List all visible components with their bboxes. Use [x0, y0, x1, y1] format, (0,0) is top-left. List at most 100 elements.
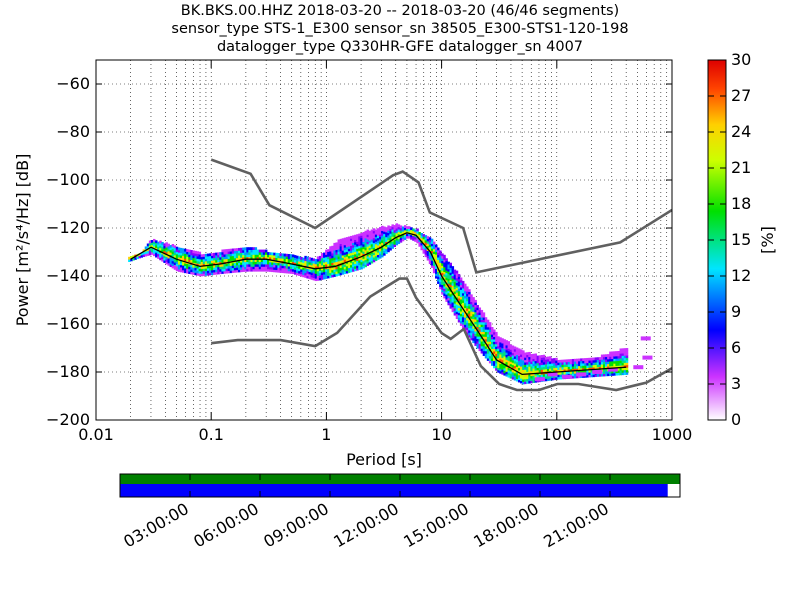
psd-cell — [437, 271, 440, 275]
psd-cell — [464, 290, 467, 294]
psd-cell — [457, 295, 461, 299]
psd-cell — [157, 253, 160, 257]
psd-cell — [155, 254, 158, 258]
psd-cell — [281, 263, 285, 266]
psd-cell — [269, 259, 272, 263]
psd-cell — [499, 344, 502, 348]
psd-cell — [341, 271, 345, 275]
psd-cell — [362, 246, 365, 250]
psd-cell — [615, 355, 618, 359]
psd-cell — [445, 258, 448, 262]
psd-cell — [428, 251, 432, 255]
psd-cell — [461, 309, 465, 313]
psd-cell — [325, 249, 328, 253]
psd-cell — [470, 294, 473, 298]
psd-cell — [233, 257, 237, 261]
psd-cell — [238, 252, 241, 256]
psd-cell — [383, 248, 386, 251]
psd-cell — [184, 251, 187, 254]
psd-cell — [152, 248, 156, 252]
psd-cell — [171, 258, 175, 262]
psd-cell — [600, 364, 604, 367]
psd-cell — [509, 373, 513, 377]
psd-cell — [235, 260, 239, 263]
psd-cell — [410, 234, 413, 238]
psd-cell — [252, 252, 256, 255]
psd-cell — [509, 358, 513, 362]
psd-cell — [296, 260, 299, 264]
psd-cell — [449, 298, 452, 302]
psd-cell — [422, 236, 426, 240]
psd-cell — [544, 368, 548, 372]
psd-cell — [443, 286, 446, 289]
psd-cell — [472, 316, 475, 320]
psd-cell — [323, 264, 326, 268]
psd-cell — [389, 238, 392, 241]
psd-cell — [540, 364, 544, 368]
psd-cell — [607, 370, 610, 374]
psd-cell — [171, 263, 175, 267]
psd-cell — [211, 257, 214, 261]
chart-title-line-2: sensor_type STS-1_E300 sensor_sn 38505_E… — [171, 21, 629, 37]
psd-cell — [198, 268, 202, 272]
psd-cell — [383, 250, 386, 254]
psd-cell — [248, 252, 251, 255]
psd-cell — [426, 252, 430, 256]
psd-cell — [256, 261, 260, 265]
psd-cell — [588, 374, 591, 378]
psd-cell — [432, 251, 436, 255]
psd-cell — [478, 343, 482, 347]
psd-cell — [482, 350, 486, 354]
psd-cell — [480, 326, 484, 330]
nhnm-line — [210, 158, 672, 274]
psd-cell — [478, 314, 482, 318]
psd-cell — [420, 237, 423, 241]
psd-cell — [262, 249, 266, 253]
psd-cell — [484, 355, 488, 359]
psd-cell — [262, 264, 266, 267]
psd-cell — [260, 264, 264, 267]
psd-cell — [256, 268, 260, 272]
psd-cell — [362, 265, 365, 269]
psd-cell — [289, 259, 293, 262]
psd-cell — [229, 258, 233, 262]
psd-cell — [192, 267, 195, 271]
psd-cell — [513, 360, 517, 364]
psd-cell — [393, 234, 397, 238]
psd-cell — [538, 367, 542, 371]
psd-cell — [524, 374, 527, 377]
psd-cell — [335, 266, 338, 270]
psd-cell — [260, 259, 264, 262]
psd-cell — [443, 276, 446, 280]
psd-cell — [507, 374, 511, 378]
psd-cell — [329, 272, 332, 276]
psd-cell — [490, 358, 494, 362]
psd-cell — [495, 355, 498, 359]
psd-cell — [466, 288, 469, 292]
psd-cell — [248, 256, 251, 260]
psd-cell — [609, 361, 612, 364]
psd-cell — [524, 369, 527, 373]
psd-cell — [451, 275, 455, 279]
psd-cell — [468, 334, 471, 338]
psd-cell — [142, 251, 146, 255]
psd-cell — [343, 264, 347, 267]
psd-cell — [461, 295, 465, 299]
psd-cell — [549, 377, 552, 381]
psd-cell — [555, 377, 558, 380]
psd-cell — [202, 261, 206, 265]
psd-cell — [561, 359, 564, 363]
psd-cell — [364, 257, 367, 260]
psd-cell — [204, 253, 208, 257]
psd-cell — [208, 260, 212, 264]
psd-cell — [273, 252, 276, 256]
psd-cell — [289, 256, 293, 260]
psd-cell — [225, 251, 229, 255]
psd-cell — [368, 254, 372, 258]
psd-cell — [497, 365, 500, 368]
psd-cell — [360, 252, 363, 256]
psd-cell — [565, 359, 569, 363]
psd-cell — [499, 370, 502, 374]
psd-cell — [559, 374, 562, 378]
psd-cell — [250, 254, 253, 258]
